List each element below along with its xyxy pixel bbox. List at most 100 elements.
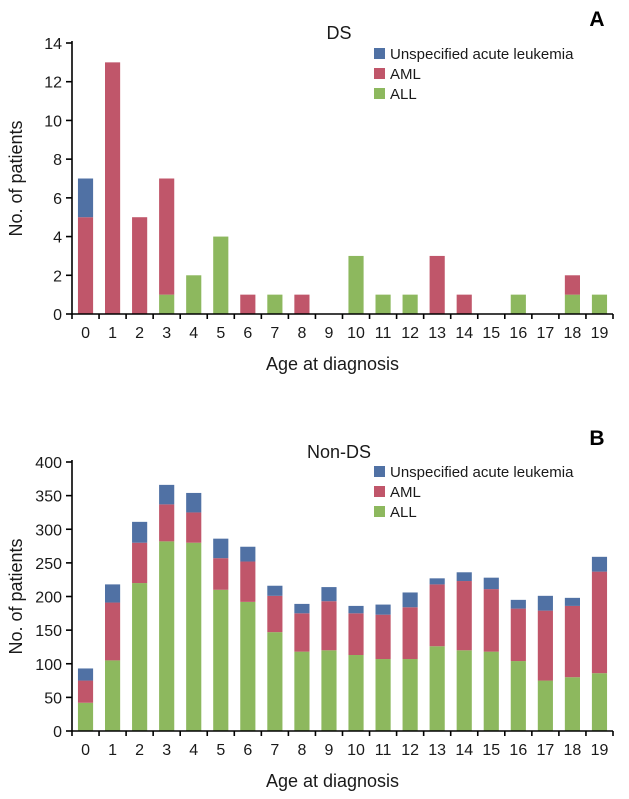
legend-entry-label: Unspecified acute leukemia <box>390 464 574 481</box>
y-axis-title: No. of patients <box>6 120 26 236</box>
bar-all-age-2 <box>132 583 148 731</box>
bar-unspecified-acute-leukemia-age-18 <box>564 597 580 606</box>
bar-aml-age-2 <box>132 217 148 314</box>
x-tick-label: 2 <box>135 325 144 342</box>
bar-aml-age-15 <box>483 589 499 652</box>
x-tick-label: 0 <box>81 325 90 342</box>
x-axis-title: Age at diagnosis <box>266 354 399 374</box>
y-tick-label: 4 <box>53 230 62 247</box>
y-axis-title: No. of patients <box>6 538 26 654</box>
bar-unspecified-acute-leukemia-age-13 <box>429 578 445 585</box>
legend-entry-label: AML <box>390 484 421 501</box>
bar-aml-age-0 <box>77 680 94 703</box>
y-tick-label: 100 <box>35 657 62 674</box>
bar-all-age-4 <box>186 275 202 314</box>
y-tick-label: 150 <box>35 623 62 640</box>
bar-unspecified-acute-leukemia-age-19 <box>591 556 608 572</box>
legend-entry-label: Unspecified acute leukemia <box>390 46 574 63</box>
x-tick-label: 8 <box>297 325 306 342</box>
bar-aml-age-12 <box>402 607 418 660</box>
x-tick-label: 8 <box>297 742 306 759</box>
bar-aml-age-19 <box>591 571 608 674</box>
x-axis-title: Age at diagnosis <box>266 771 399 791</box>
bar-aml-age-18 <box>564 605 580 678</box>
bar-all-age-4 <box>186 542 202 731</box>
bar-aml-age-1 <box>105 62 121 314</box>
bar-aml-age-6 <box>240 294 256 314</box>
x-tick-label: 19 <box>591 325 609 342</box>
bar-all-age-3 <box>159 541 175 731</box>
bar-aml-age-3 <box>159 178 175 295</box>
legend: Unspecified acute leukemia AML ALL <box>374 46 574 103</box>
y-tick-label: 2 <box>53 268 62 285</box>
x-tick-label: 7 <box>270 742 279 759</box>
bar-all-age-10 <box>348 655 364 731</box>
x-tick-label: 14 <box>455 325 473 342</box>
x-tick-label: 3 <box>162 742 171 759</box>
y-tick-label: 0 <box>53 724 62 741</box>
bar-aml-age-4 <box>186 512 202 543</box>
x-tick-label: 4 <box>189 325 198 342</box>
x-tick-label: 11 <box>375 742 392 759</box>
bar-all-age-1 <box>105 660 121 731</box>
bar-aml-age-14 <box>456 294 472 314</box>
bar-all-age-15 <box>483 651 499 731</box>
legend-entry-label: ALL <box>390 86 417 103</box>
bar-unspecified-acute-leukemia-age-1 <box>105 584 121 603</box>
bar-all-age-8 <box>294 651 310 731</box>
bar-unspecified-acute-leukemia-age-10 <box>348 605 364 614</box>
bar-unspecified-acute-leukemia-age-0 <box>77 668 94 681</box>
x-tick-label: 5 <box>216 742 225 759</box>
x-tick-label: 10 <box>347 325 365 342</box>
x-tick-label: 11 <box>375 325 392 342</box>
x-tick-label: 6 <box>243 742 252 759</box>
bar-aml-age-13 <box>429 255 445 314</box>
bar-unspecified-acute-leukemia-age-4 <box>186 492 202 513</box>
legend-swatch <box>374 48 385 59</box>
bar-aml-age-13 <box>429 584 445 647</box>
bar-all-age-12 <box>402 659 418 731</box>
x-tick-label: 15 <box>482 325 500 342</box>
bar-aml-age-8 <box>294 294 310 314</box>
x-tick-label: 18 <box>564 742 582 759</box>
x-tick-label: 14 <box>455 742 473 759</box>
bar-unspecified-acute-leukemia-age-3 <box>159 484 175 505</box>
bar-all-age-5 <box>213 589 229 731</box>
bar-aml-age-7 <box>267 595 283 633</box>
y-tick-label: 50 <box>44 690 62 707</box>
x-tick-label: 6 <box>243 325 252 342</box>
bar-all-age-7 <box>267 294 283 314</box>
x-tick-label: 1 <box>108 325 117 342</box>
bar-unspecified-acute-leukemia-age-2 <box>132 521 148 543</box>
x-tick-label: 17 <box>536 742 554 759</box>
x-tick-label: 15 <box>482 742 500 759</box>
bar-aml-age-16 <box>510 608 526 662</box>
bar-all-age-11 <box>375 659 391 731</box>
bar-all-age-14 <box>456 650 472 731</box>
x-tick-label: 12 <box>401 742 419 759</box>
bar-unspecified-acute-leukemia-age-9 <box>321 587 337 602</box>
y-tick-label: 6 <box>53 191 62 208</box>
x-tick-label: 4 <box>189 742 198 759</box>
legend-entry-label: AML <box>390 66 421 83</box>
bar-aml-age-1 <box>105 602 121 661</box>
bar-unspecified-acute-leukemia-age-6 <box>240 546 256 562</box>
bar-all-age-16 <box>510 661 526 731</box>
bar-all-age-18 <box>564 677 580 731</box>
bar-unspecified-acute-leukemia-age-12 <box>402 592 418 608</box>
bar-unspecified-acute-leukemia-age-14 <box>456 572 472 582</box>
x-tick-label: 18 <box>564 325 582 342</box>
x-tick-label: 13 <box>428 325 446 342</box>
bar-unspecified-acute-leukemia-age-7 <box>267 585 283 596</box>
legend-swatch <box>374 506 385 517</box>
y-tick-label: 300 <box>35 522 62 539</box>
y-tick-label: 250 <box>35 556 62 573</box>
bar-aml-age-11 <box>375 614 391 660</box>
x-tick-label: 1 <box>108 742 117 759</box>
x-tick-label: 2 <box>135 742 144 759</box>
bar-aml-age-9 <box>321 601 337 651</box>
x-tick-label: 17 <box>536 325 554 342</box>
x-tick-label: 7 <box>270 325 279 342</box>
